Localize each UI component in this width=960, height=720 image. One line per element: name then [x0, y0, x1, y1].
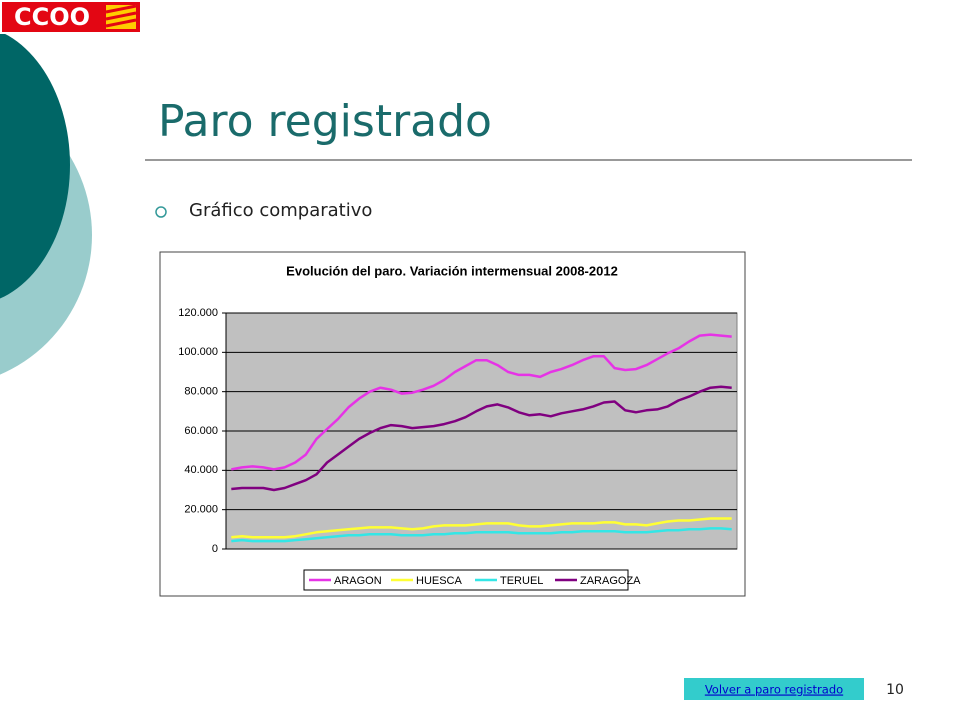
- y-tick-label: 120.000: [178, 307, 218, 319]
- y-tick-label: 80.000: [184, 386, 218, 398]
- series-line: [231, 385, 732, 492]
- series-line: [231, 527, 732, 543]
- legend: ARAGON HUESCA TERUEL ZARAGOZA: [303, 569, 641, 591]
- legend-box: [303, 569, 629, 591]
- series-line: [231, 517, 732, 539]
- link[interactable]: Volver a paro registrado: [705, 683, 843, 697]
- y-tick-label: 100.000: [178, 346, 218, 358]
- y-tick-label: 20.000: [184, 504, 218, 516]
- legend-label: ZARAGOZA: [580, 575, 641, 587]
- legend-label: TERUEL: [500, 575, 543, 587]
- legend-label: ARAGON: [334, 575, 382, 587]
- y-tick-label: 60.000: [184, 425, 218, 437]
- bullet-text: Gráfico comparativo: [189, 200, 372, 221]
- chart: Evolución del paro. Variación intermensu…: [159, 251, 746, 597]
- decor-circle-dark: [0, 31, 70, 299]
- legend-label: HUESCA: [416, 575, 463, 587]
- logo-text: CCOO: [14, 3, 90, 31]
- bullet-marker: [155, 206, 167, 218]
- series-line: [231, 333, 732, 471]
- chart-title: Evolución del paro. Variación intermensu…: [286, 263, 618, 278]
- y-tick-label: 0: [212, 543, 218, 555]
- y-tick-label: 40.000: [184, 464, 218, 476]
- logo-stripes: [105, 4, 137, 29]
- link-bg: [684, 678, 864, 700]
- slide-title: Paro registrado: [158, 96, 492, 147]
- page-number: 10: [886, 682, 904, 698]
